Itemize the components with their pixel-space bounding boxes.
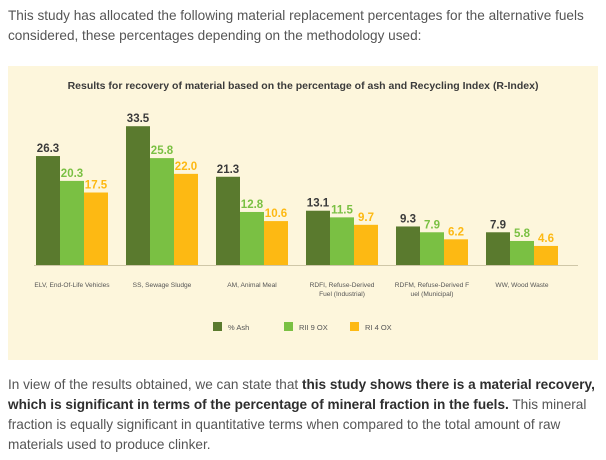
legend-swatch-3 (350, 322, 359, 331)
value-label-5-3: 6.2 (448, 226, 464, 238)
value-label-6-3: 4.6 (538, 233, 554, 245)
category-label-3: AM, Animal Meal (227, 282, 277, 289)
category-label-1: ELV, End-Of-Life Vehicles (34, 282, 110, 289)
bar-5-3 (444, 239, 468, 265)
bar-2-1 (126, 126, 150, 265)
legend-swatch-2 (284, 322, 293, 331)
value-label-5-2: 7.9 (424, 219, 440, 231)
bar-2-2 (150, 158, 174, 265)
value-label-4-2: 11.5 (331, 204, 353, 216)
bar-4-1 (306, 210, 330, 265)
category-label-5-line-2: uel (Municipal) (411, 291, 454, 298)
value-label-4-1: 13.1 (307, 198, 330, 210)
bar-6-2 (510, 240, 534, 265)
conclusion-text-end: This mineral fraction is equally signifi… (8, 397, 587, 452)
bar-3-3 (264, 221, 288, 265)
bar-1-2 (60, 180, 84, 265)
value-label-4-3: 9.7 (358, 212, 374, 224)
bar-chart: Results for recovery of material based o… (34, 80, 578, 332)
value-label-3-2: 12.8 (241, 199, 264, 211)
category-label-5-line-1: RDFM, Refuse-Derived F (395, 282, 469, 289)
bar-1-1 (36, 156, 60, 265)
value-label-1-3: 17.5 (85, 180, 108, 192)
bar-4-2 (330, 217, 354, 265)
conclusion-paragraph: In view of the results obtained, we can … (8, 375, 600, 455)
bar-3-2 (240, 211, 264, 265)
legend-label-3: RI 4 OX (365, 323, 392, 332)
category-label-6: WW, Wood Waste (495, 282, 548, 289)
value-label-6-1: 7.9 (490, 219, 506, 231)
bar-6-1 (486, 232, 510, 265)
bar-3-1 (216, 176, 240, 265)
bar-2-3 (174, 173, 198, 265)
value-label-2-3: 22.0 (175, 161, 197, 173)
value-label-2-1: 33.5 (127, 113, 150, 125)
value-label-2-2: 25.8 (151, 145, 174, 157)
chart-title: Results for recovery of material based o… (68, 80, 539, 92)
value-label-5-1: 9.3 (400, 213, 416, 225)
value-label-6-2: 5.8 (514, 228, 531, 240)
bar-1-3 (84, 192, 108, 265)
value-label-1-2: 20.3 (61, 168, 83, 180)
category-label-2: SS, Sewage Sludge (133, 282, 192, 289)
chart-panel: Results for recovery of material based o… (8, 66, 598, 360)
conclusion-text-start: In view of the results obtained, we can … (8, 377, 302, 392)
bar-5-2 (420, 232, 444, 265)
intro-paragraph: This study has allocated the following m… (8, 8, 584, 43)
category-label-4-line-2: Fuel (Industrial) (319, 291, 365, 298)
conclusion-bold-statement: this study shows there is a material rec… (8, 377, 595, 412)
bar-4-3 (354, 224, 378, 265)
value-label-3-1: 21.3 (217, 164, 239, 176)
value-label-1-1: 26.3 (37, 143, 59, 155)
legend-label-2: RII 9 OX (299, 323, 328, 332)
legend-swatch-1 (213, 322, 222, 331)
legend-label-1: % Ash (228, 323, 249, 332)
bar-5-1 (396, 226, 420, 265)
category-label-4-line-1: RDFI, Refuse-Derived (310, 282, 375, 289)
bar-6-3 (534, 245, 558, 265)
value-label-3-3: 10.6 (265, 208, 287, 220)
